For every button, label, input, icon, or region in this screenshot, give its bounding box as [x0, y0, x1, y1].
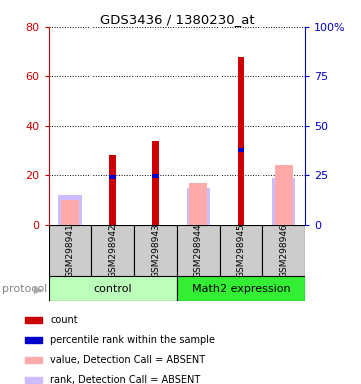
Bar — [109, 156, 116, 225]
Bar — [238, 148, 244, 152]
Text: protocol: protocol — [2, 284, 47, 294]
Text: count: count — [50, 314, 78, 324]
Bar — [189, 183, 207, 225]
Bar — [61, 200, 79, 225]
Bar — [272, 178, 295, 225]
Text: GSM298945: GSM298945 — [236, 223, 245, 278]
Bar — [152, 141, 159, 225]
Text: control: control — [93, 284, 132, 294]
Text: GSM298944: GSM298944 — [194, 223, 203, 278]
Bar — [25, 357, 42, 363]
Text: ▶: ▶ — [34, 284, 43, 294]
Text: rank, Detection Call = ABSENT: rank, Detection Call = ABSENT — [50, 375, 200, 384]
Text: percentile rank within the sample: percentile rank within the sample — [50, 335, 215, 345]
Bar — [58, 195, 82, 225]
Bar — [219, 225, 262, 276]
Bar — [25, 317, 42, 323]
Text: GSM298941: GSM298941 — [66, 223, 75, 278]
Text: value, Detection Call = ABSENT: value, Detection Call = ABSENT — [50, 355, 205, 365]
Text: GSM298943: GSM298943 — [151, 223, 160, 278]
Bar — [49, 276, 177, 301]
Bar — [152, 174, 159, 178]
Bar — [187, 187, 210, 225]
Bar — [134, 225, 177, 276]
Title: GDS3436 / 1380230_at: GDS3436 / 1380230_at — [100, 13, 254, 26]
Text: GSM298946: GSM298946 — [279, 223, 288, 278]
Bar — [25, 337, 42, 343]
Bar — [91, 225, 134, 276]
Bar — [25, 377, 42, 383]
Bar — [177, 225, 219, 276]
Bar — [177, 276, 305, 301]
Bar — [275, 166, 293, 225]
Text: GSM298942: GSM298942 — [108, 223, 117, 278]
Text: Math2 expression: Math2 expression — [192, 284, 290, 294]
Bar — [262, 225, 305, 276]
Bar — [109, 175, 116, 179]
Bar — [49, 225, 91, 276]
Bar — [238, 56, 244, 225]
